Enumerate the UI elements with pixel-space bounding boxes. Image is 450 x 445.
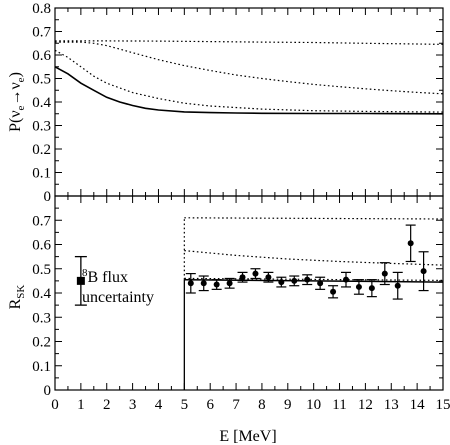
flux-marker-square bbox=[76, 276, 85, 285]
data-point bbox=[304, 276, 311, 283]
y-tick-label: 0.3 bbox=[32, 119, 51, 135]
data-point bbox=[381, 270, 388, 277]
x-tick-label: 4 bbox=[155, 397, 163, 413]
x-tick-label: 5 bbox=[181, 397, 189, 413]
data-point bbox=[330, 288, 337, 295]
y-tick-label: 0.4 bbox=[32, 286, 51, 302]
data-point bbox=[213, 281, 220, 288]
x-tick-label: 1 bbox=[77, 397, 85, 413]
flux-annotation-line2: uncertainty bbox=[82, 289, 154, 306]
x-tick-label: 10 bbox=[306, 397, 321, 413]
y-tick-label: 0 bbox=[44, 189, 52, 205]
data-point bbox=[226, 280, 233, 287]
data-point bbox=[317, 280, 324, 287]
bottom-panel: 00.10.20.30.40.50.60.70 1 2 3 4 5 6 7 8 9 10 11 12 13… bbox=[32, 195, 450, 413]
data-point bbox=[252, 270, 259, 277]
x-tick-label: 12 bbox=[358, 397, 373, 413]
y-tick-label: 0.6 bbox=[32, 48, 51, 64]
y-tick-label: 0.7 bbox=[32, 25, 51, 41]
data-point bbox=[291, 277, 298, 284]
y-tick-label: 0.3 bbox=[32, 310, 51, 326]
y-tick-label: 0.5 bbox=[32, 262, 51, 278]
y-tick-label: 0.5 bbox=[32, 72, 51, 88]
rsk-curve-1 bbox=[184, 278, 444, 283]
y-tick-label: 0.2 bbox=[32, 335, 51, 351]
y-tick-label: 0 bbox=[44, 383, 52, 399]
data-point bbox=[420, 268, 427, 275]
rsk-curve-3 bbox=[184, 250, 444, 266]
y-tick-label: 0.7 bbox=[32, 213, 51, 229]
y-tick-label: 0.1 bbox=[32, 359, 51, 375]
probability-curve-3 bbox=[55, 41, 444, 95]
top-panel: 0 0.1 0.2 0.3 0.4 0.5 0.6 0.7 0.8 bbox=[32, 1, 444, 205]
bottom-y-axis-label: RSK bbox=[7, 285, 27, 310]
data-point bbox=[278, 279, 285, 286]
x-tick-label: 3 bbox=[129, 397, 137, 413]
x-tick-label: 0 bbox=[51, 397, 59, 413]
flux-annotation-line1: 8B flux bbox=[82, 267, 128, 286]
x-tick-label: 11 bbox=[332, 397, 346, 413]
y-tick-label: 0.2 bbox=[32, 142, 51, 158]
probability-curve-4 bbox=[55, 40, 444, 45]
x-tick-label: 14 bbox=[410, 397, 426, 413]
y-tick-label: 0.1 bbox=[32, 166, 51, 182]
x-tick-label: 6 bbox=[206, 397, 214, 413]
data-point bbox=[265, 274, 272, 281]
data-point bbox=[239, 274, 246, 281]
data-point bbox=[368, 285, 375, 292]
x-tick-label: 15 bbox=[436, 397, 450, 413]
y-tick-label: 0.6 bbox=[32, 238, 51, 254]
data-point bbox=[200, 280, 207, 287]
x-tick-label: 7 bbox=[232, 397, 240, 413]
data-point bbox=[187, 280, 194, 287]
top-plot-frame bbox=[54, 7, 444, 197]
probability-curve-1 bbox=[54, 66, 444, 115]
probability-curve-2 bbox=[54, 49, 444, 113]
top-y-axis-label: P(νe→νe) bbox=[7, 72, 27, 132]
data-point bbox=[343, 276, 349, 283]
data-point bbox=[394, 282, 401, 289]
y-tick-label: 0.8 bbox=[32, 1, 51, 17]
rsk-curve-4 bbox=[184, 217, 444, 220]
x-tick-label: 2 bbox=[103, 397, 111, 413]
x-tick-label: 8 bbox=[258, 397, 266, 413]
y-tick-label: 0.4 bbox=[32, 95, 51, 111]
data-point bbox=[355, 283, 362, 290]
x-tick-label: 13 bbox=[384, 397, 399, 413]
x-tick-label: 9 bbox=[284, 397, 292, 413]
data-point bbox=[407, 240, 414, 247]
x-axis-label: E [MeV] bbox=[219, 428, 276, 445]
